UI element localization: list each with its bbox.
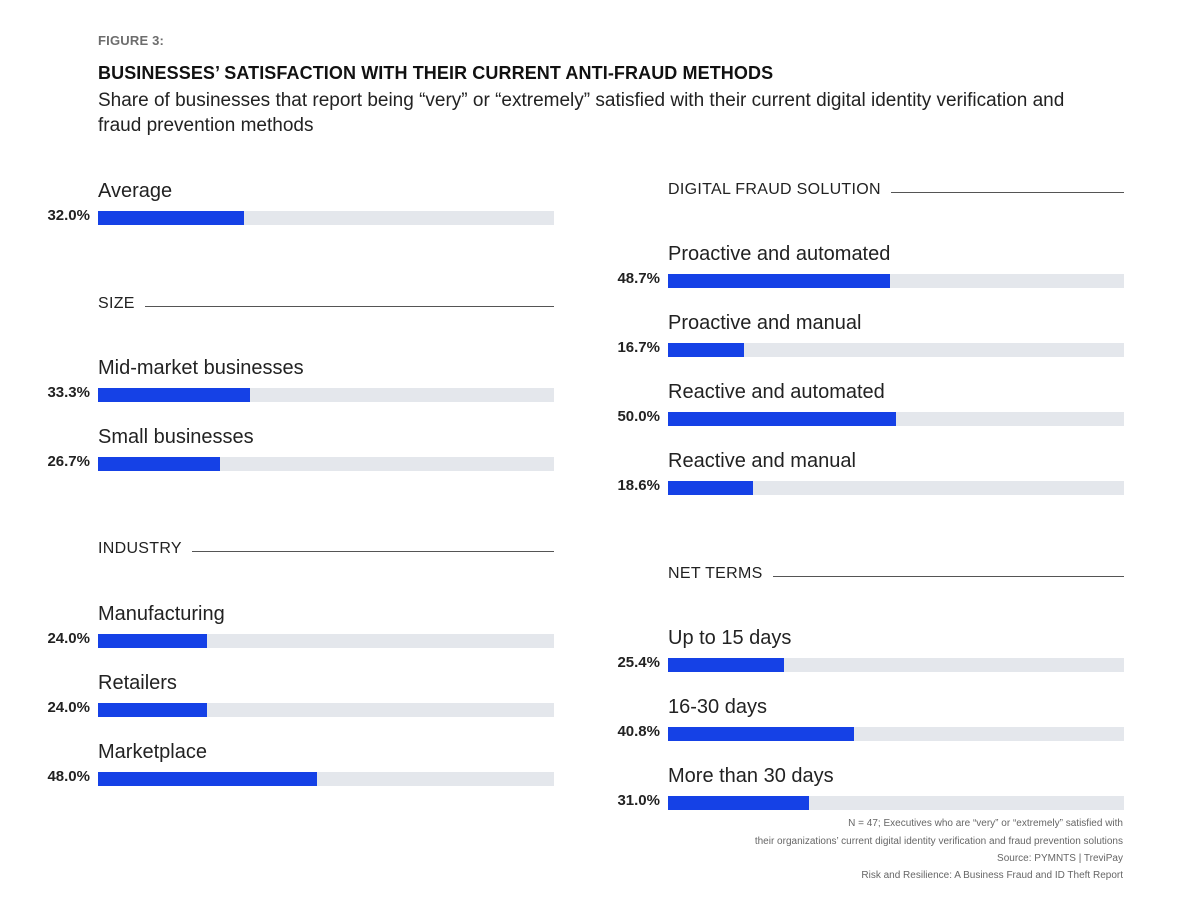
figure-label: FIGURE 3: (98, 33, 165, 48)
category-label: Manufacturing (98, 603, 225, 625)
section-label: DIGITAL FRAUD SOLUTION (668, 181, 891, 199)
bar-row-marketplace: Marketplace 48.0% (47, 741, 554, 791)
value-label: 16.7% (617, 339, 660, 356)
bar (668, 274, 891, 288)
bar-track (98, 388, 554, 402)
bar-track (98, 634, 554, 648)
bar-track (668, 274, 1124, 288)
section-header-size: SIZE (98, 295, 554, 315)
section-label: INDUSTRY (98, 540, 192, 558)
section-divider (98, 551, 554, 552)
bar (98, 772, 317, 786)
bar (98, 388, 250, 402)
bar-track (668, 343, 1124, 357)
bar-row-average: Average 32.0% (47, 180, 554, 230)
category-label: Average (98, 180, 173, 202)
category-label: Small businesses (98, 426, 254, 448)
bar-row-proactive-and-automated: Proactive and automated 48.7% (617, 243, 1124, 293)
value-label: 25.4% (617, 654, 660, 671)
bar-row-manufacturing: Manufacturing 24.0% (47, 603, 554, 653)
bar-row-retailers: Retailers 24.0% (47, 672, 554, 722)
category-label: More than 30 days (668, 765, 834, 787)
value-label: 18.6% (617, 477, 660, 494)
bar-row-mid-market-businesses: Mid-market businesses 33.3% (47, 357, 554, 407)
bar (98, 211, 244, 225)
footnote-source: Source: PYMNTS | TreviPay (997, 853, 1123, 864)
bar-track (668, 727, 1124, 741)
bar-track (98, 703, 554, 717)
bar (668, 343, 745, 357)
bar-track (98, 772, 554, 786)
chart-subtitle: Share of businesses that report being “v… (98, 90, 1065, 136)
category-label: Proactive and automated (668, 243, 891, 265)
bar-row-proactive-and-manual: Proactive and manual 16.7% (617, 312, 1124, 362)
bar-row-small-businesses: Small businesses 26.7% (47, 426, 554, 476)
value-label: 50.0% (617, 408, 660, 425)
bar-track (98, 211, 554, 225)
category-label: 16-30 days (668, 696, 767, 718)
bar-track (668, 412, 1124, 426)
section-divider (668, 576, 1124, 577)
bar (98, 703, 208, 717)
value-label: 33.3% (47, 384, 90, 401)
section-divider (668, 192, 1124, 193)
category-label: Retailers (98, 672, 177, 694)
bar (668, 658, 784, 672)
value-label: 48.7% (617, 270, 660, 287)
value-label: 48.0% (47, 768, 90, 785)
category-label: Proactive and manual (668, 312, 862, 334)
bar (668, 481, 753, 495)
bar-track (98, 457, 554, 471)
bar (668, 796, 810, 810)
value-label: 24.0% (47, 630, 90, 647)
section-divider (98, 306, 554, 307)
chart-title: BUSINESSES’ SATISFACTION WITH THEIR CURR… (98, 63, 774, 83)
section-label: SIZE (98, 295, 145, 313)
bar-row-reactive-and-manual: Reactive and manual 18.6% (617, 450, 1124, 500)
value-label: 32.0% (47, 207, 90, 224)
value-label: 40.8% (617, 723, 660, 740)
bar (668, 727, 855, 741)
category-label: Reactive and automated (668, 381, 885, 403)
bar (98, 634, 208, 648)
bar-track (668, 796, 1124, 810)
category-label: Up to 15 days (668, 627, 792, 649)
bar-row-up-to-15-days: Up to 15 days 25.4% (617, 627, 1124, 677)
footnote-report: Risk and Resilience: A Business Fraud an… (861, 870, 1123, 881)
value-label: 24.0% (47, 699, 90, 716)
bar (668, 412, 896, 426)
footnote-sample: N = 47; Executives who are “very” or “ex… (848, 818, 1123, 829)
bar-track (668, 658, 1124, 672)
section-header-net-terms: NET TERMS (668, 565, 1124, 585)
value-label: 31.0% (617, 792, 660, 809)
section-label: NET TERMS (668, 565, 773, 583)
section-header-digital-fraud-solution: DIGITAL FRAUD SOLUTION (668, 181, 1124, 201)
bar (98, 457, 220, 471)
category-label: Mid-market businesses (98, 357, 304, 379)
bar-row-16-30-days: 16-30 days 40.8% (617, 696, 1124, 746)
bar-row-more-than-30-days: More than 30 days 31.0% (617, 765, 1124, 815)
bar-track (668, 481, 1124, 495)
value-label: 26.7% (47, 453, 90, 470)
section-header-industry: INDUSTRY (98, 540, 554, 560)
category-label: Marketplace (98, 741, 207, 763)
bar-row-reactive-and-automated: Reactive and automated 50.0% (617, 381, 1124, 431)
category-label: Reactive and manual (668, 450, 856, 472)
footnote-description: their organizations’ current digital ide… (754, 836, 1123, 847)
